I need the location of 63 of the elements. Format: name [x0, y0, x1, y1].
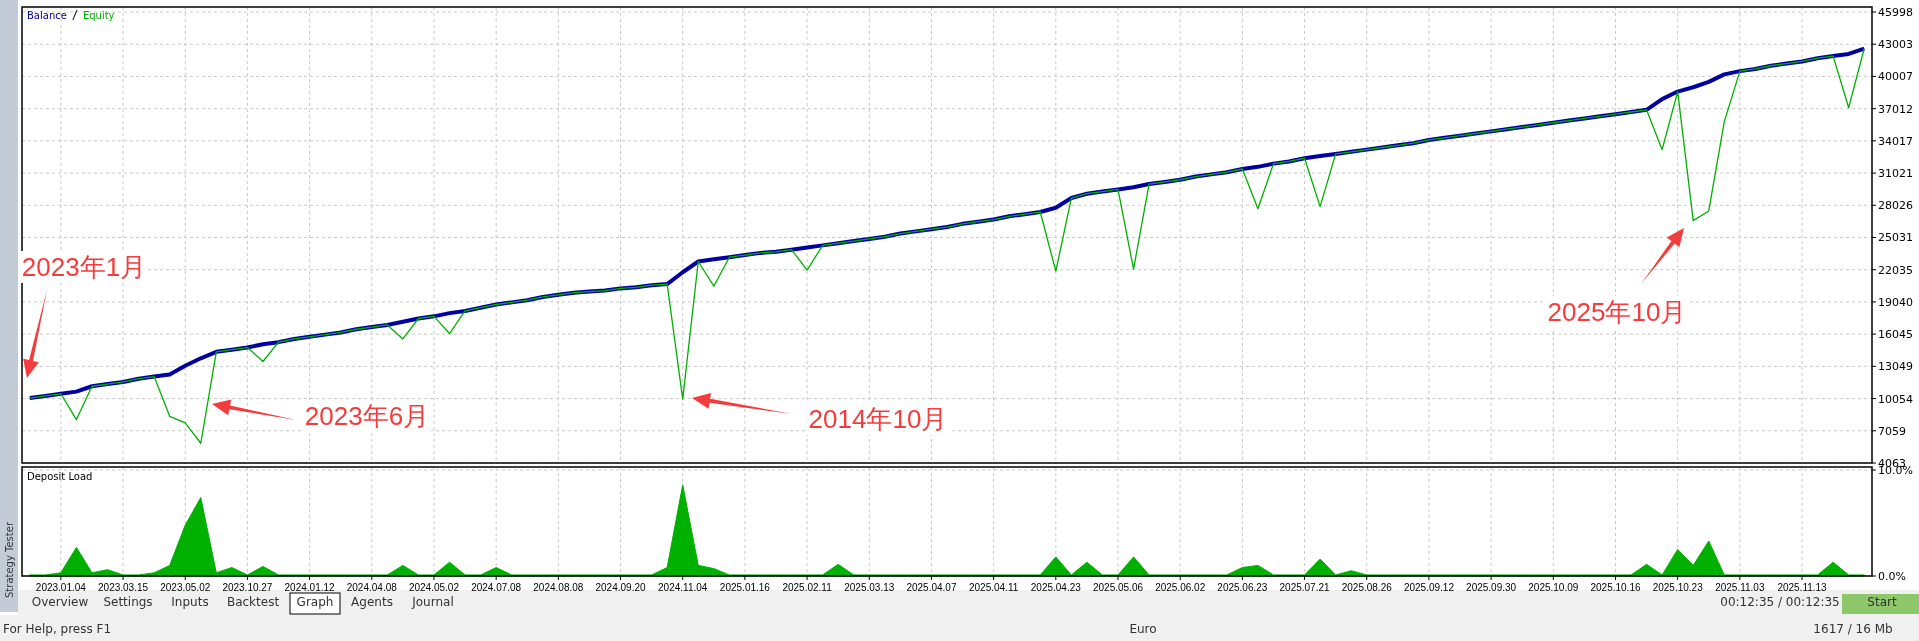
- text: Start: [1867, 595, 1897, 609]
- x-tick-label: 2024.01.12: [284, 582, 336, 593]
- x-tick-label: 2025.10.23: [1652, 582, 1704, 593]
- y-tick-label: 0.0%: [1878, 570, 1906, 583]
- y-tick-label: 7059: [1878, 424, 1906, 438]
- text: Backtest: [226, 595, 280, 609]
- y-tick-label: 22035: [1878, 263, 1913, 277]
- x-tick-label: 2024.04.08: [346, 582, 398, 593]
- text: Strategy Tester: [4, 521, 15, 598]
- y-tick-label: 37012: [1878, 102, 1913, 116]
- x-tick-label: 2025.11.03: [1715, 582, 1765, 593]
- x-tick-label: 2025.08.26: [1341, 582, 1393, 593]
- y-tick-label: 28026: [1878, 199, 1913, 213]
- x-tick-label: 2025.11.13: [1777, 582, 1828, 593]
- x-tick-label: 2023.01.04: [35, 582, 87, 593]
- text: 00:12:35 / 00:12:35: [1720, 595, 1840, 609]
- text: Agents: [351, 595, 393, 609]
- text: Inputs: [171, 595, 209, 609]
- annotation: 2023年6月: [304, 401, 430, 431]
- x-tick-label: 2025.10.16: [1590, 582, 1641, 593]
- chart-title: Deposit Load: [27, 471, 93, 482]
- x-tick-label: 2025.09.30: [1466, 582, 1517, 593]
- x-tick-label: 2025.02.11: [782, 582, 833, 593]
- annotation: 2014年10月: [808, 404, 948, 434]
- x-tick-label: 2024.07.08: [471, 582, 522, 593]
- x-tick-label: 2024.11.04: [658, 582, 708, 593]
- x-tick-label: 2023.10.27: [222, 582, 273, 593]
- x-tick-label: 2023.05.02: [160, 582, 211, 593]
- x-tick-label: 2025.01.16: [719, 582, 771, 593]
- y-tick-label: 25031: [1878, 231, 1913, 245]
- text: Overview: [31, 595, 89, 609]
- y-tick-label: 40007: [1878, 70, 1913, 84]
- y-tick-label: 13049: [1878, 360, 1913, 374]
- x-tick-label: 2024.09.20: [595, 582, 646, 593]
- text: For Help, press F1: [3, 622, 112, 636]
- y-tick-label: 19040: [1878, 295, 1913, 309]
- y-tick-label: 31021: [1878, 167, 1913, 181]
- y-tick-label: 45998: [1878, 6, 1913, 19]
- x-tick-label: 2025.04.07: [906, 582, 957, 593]
- x-tick-label: 2024.05.02: [408, 582, 460, 593]
- x-tick-label: 2025.10.09: [1528, 582, 1579, 593]
- x-tick-label: 2023.03.15: [98, 582, 149, 593]
- text: Graph: [296, 595, 334, 609]
- x-tick-label: 2024.08.08: [533, 582, 584, 593]
- text: 1617 / 16 Mb: [1813, 622, 1893, 636]
- x-tick-label: 2025.07.21: [1279, 582, 1331, 593]
- annotation: 2025年10月: [1547, 297, 1687, 327]
- text: Settings: [103, 595, 153, 609]
- y-tick-label: 43003: [1878, 38, 1913, 52]
- y-tick-label: 10054: [1878, 392, 1913, 406]
- x-tick-label: 2025.04.23: [1030, 582, 1082, 593]
- x-tick-label: 2025.04.11: [968, 582, 1019, 593]
- x-tick-label: 2025.09.12: [1403, 582, 1455, 593]
- x-tick-label: 2025.06.02: [1155, 582, 1206, 593]
- x-tick-label: 2025.03.13: [844, 582, 895, 593]
- text: Euro: [1129, 622, 1157, 636]
- x-tick-label: 2025.06.23: [1217, 582, 1268, 593]
- y-tick-label: 34017: [1878, 134, 1913, 148]
- annotation: 2023年1月: [21, 252, 147, 282]
- y-tick-label: 16045: [1878, 328, 1913, 342]
- x-tick-label: 2025.05.06: [1092, 582, 1144, 593]
- text: Journal: [411, 595, 454, 609]
- legend: Balance Equity: [27, 9, 115, 21]
